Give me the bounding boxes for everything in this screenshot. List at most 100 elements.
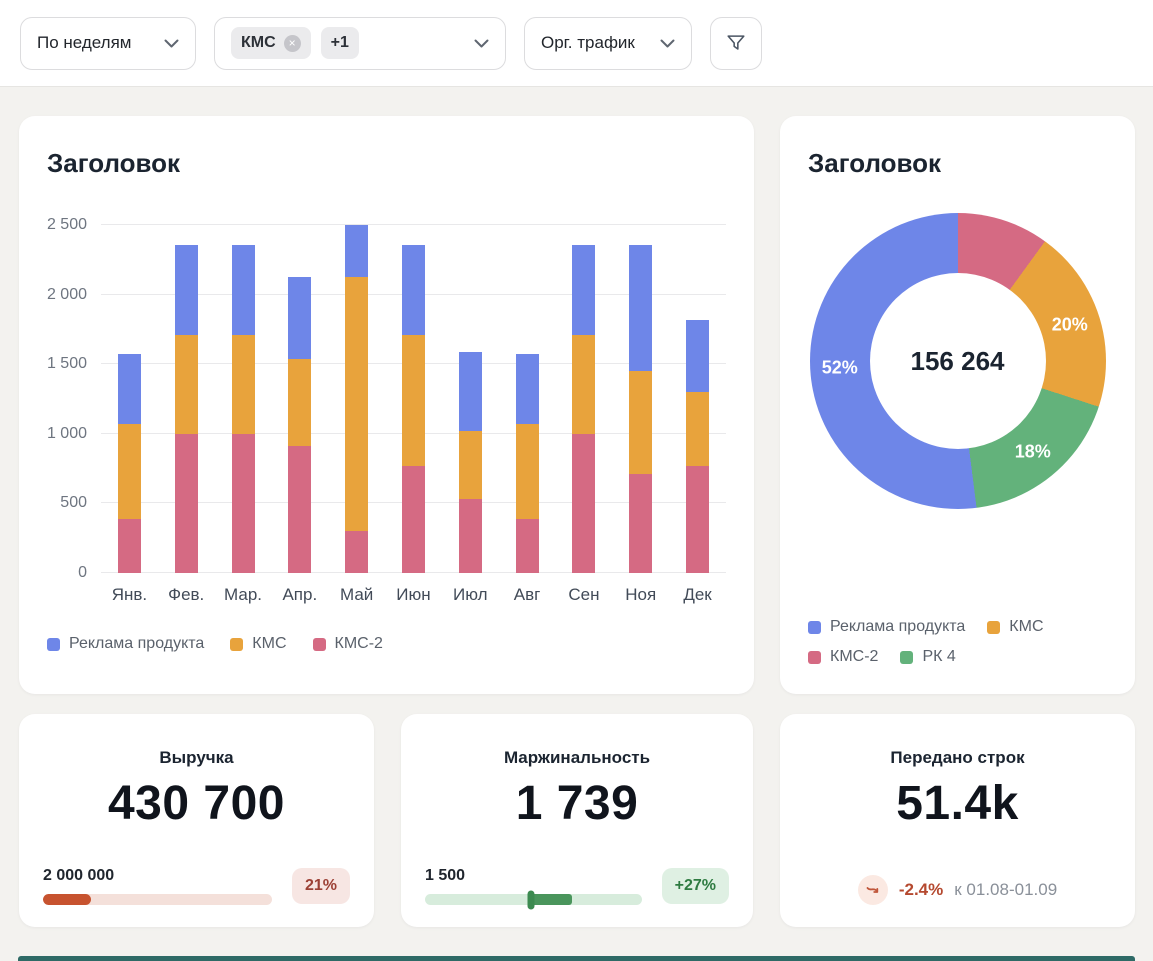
donut-legend: Реклама продукта КМС КМС-2 РК 4	[808, 618, 1107, 666]
legend-item[interactable]: КМС	[230, 635, 287, 653]
donut-slice-label: 20%	[1051, 314, 1088, 335]
donut-hole: 156 264	[869, 273, 1046, 449]
bar-segment[interactable]	[231, 433, 255, 573]
bar-segment[interactable]	[345, 225, 369, 277]
x-axis-tick-label: Янв.	[111, 585, 148, 604]
bar-segment[interactable]	[231, 334, 255, 434]
bar-segment[interactable]	[572, 334, 596, 434]
bar[interactable]	[458, 225, 482, 573]
rows-kpi-card: Передано строк 51.4k -2.4% к 01.08-01.09	[780, 714, 1135, 927]
bar-segment[interactable]	[288, 276, 312, 359]
bar-cell	[499, 225, 556, 573]
bar-cell	[385, 225, 442, 573]
bar-segment[interactable]	[174, 433, 198, 573]
campaign-chips: КМС × +1	[231, 27, 359, 59]
traffic-dropdown-value: Орг. трафик	[541, 33, 635, 52]
bar-segment[interactable]	[174, 334, 198, 434]
rows-period: к 01.08-01.09	[954, 880, 1058, 899]
bar-segment[interactable]	[117, 424, 141, 519]
legend-swatch-icon	[987, 620, 1001, 634]
remove-chip-icon[interactable]: ×	[283, 34, 301, 52]
x-axis-tick-label: Авг	[513, 585, 541, 604]
bar-cell	[556, 225, 613, 573]
legend-label: РК 4	[922, 648, 956, 665]
bar-segment[interactable]	[458, 351, 482, 432]
bar[interactable]	[572, 225, 596, 573]
bar[interactable]	[345, 225, 369, 573]
bar[interactable]	[686, 225, 710, 573]
bar-segment[interactable]	[345, 531, 369, 573]
x-axis-tick-label: Дек	[683, 585, 712, 604]
x-axis-tick-label: Сен	[568, 585, 600, 604]
bar-segment[interactable]	[515, 424, 539, 519]
legend-swatch-icon	[230, 637, 244, 651]
filter-button[interactable]	[710, 16, 762, 70]
legend-item[interactable]: РК 4	[900, 648, 956, 666]
bar[interactable]	[117, 225, 141, 573]
bar[interactable]	[174, 225, 198, 573]
legend-label: Реклама продукта	[69, 635, 205, 652]
bar-segment[interactable]	[174, 244, 198, 335]
bar[interactable]	[288, 225, 312, 573]
bar-segment[interactable]	[401, 244, 425, 335]
campaign-dropdown[interactable]: КМС × +1	[214, 16, 506, 70]
margin-title: Маржинальность	[503, 748, 651, 767]
bar[interactable]	[515, 225, 539, 573]
legend-swatch-icon	[312, 637, 326, 651]
bar-segment[interactable]	[401, 465, 425, 573]
legend-item[interactable]: КМС	[987, 618, 1044, 636]
bar-segment[interactable]	[458, 431, 482, 500]
bar-plot	[101, 224, 726, 573]
donut-slice-label: 52%	[821, 357, 858, 378]
bar-segment[interactable]	[572, 244, 596, 335]
bar-segment[interactable]	[117, 354, 141, 425]
bar-cell	[328, 225, 385, 573]
legend-label: КМС	[1009, 618, 1044, 635]
rows-title: Передано строк	[890, 748, 1025, 767]
bar-segment[interactable]	[686, 465, 710, 573]
campaign-chip: КМС ×	[231, 27, 311, 59]
bar-x-axis: Янв. Фев. Мар. Апр. Май Июн Июл Авг Сен Ноя Дек	[101, 585, 726, 605]
bar-segment[interactable]	[231, 244, 255, 335]
legend-item[interactable]: КМС-2	[808, 648, 878, 666]
y-axis-tick-label: 1 000	[46, 424, 87, 442]
traffic-dropdown[interactable]: Орг. трафик	[524, 16, 692, 70]
legend-item[interactable]: Реклама продукта	[47, 635, 204, 653]
bar-y-axis: 0 500 1 000 1 500 2 000 2 500	[46, 216, 101, 581]
chevron-down-icon	[660, 39, 675, 47]
bar-segment[interactable]	[572, 433, 596, 573]
bar-segment[interactable]	[629, 244, 653, 372]
donut-chart[interactable]: 156 264 20% 18% 52%	[809, 213, 1106, 509]
bar-segment[interactable]	[288, 358, 312, 447]
margin-slider-handle[interactable]	[527, 890, 535, 909]
bar-segment[interactable]	[515, 354, 539, 425]
chevron-down-icon	[164, 39, 179, 47]
bar-cell	[612, 225, 669, 573]
bar-segment[interactable]	[515, 518, 539, 573]
revenue-title: Выручка	[159, 748, 234, 767]
bar-segment[interactable]	[629, 474, 653, 573]
bar-chart: 0 500 1 000 1 500 2 000 2 500 Янв. Фев. Мар. Апр…	[46, 216, 726, 605]
legend-item[interactable]: КМС-2	[312, 635, 383, 653]
bar-segment[interactable]	[401, 334, 425, 466]
bar-segment[interactable]	[458, 499, 482, 573]
x-axis-tick-label: Июн	[396, 585, 431, 604]
revenue-progress-track	[43, 894, 272, 905]
bar-segment[interactable]	[345, 276, 369, 532]
margin-value: 1 739	[515, 777, 639, 830]
bar-cells	[101, 225, 726, 573]
bar[interactable]	[629, 225, 653, 573]
bar-segment[interactable]	[686, 392, 710, 466]
period-dropdown[interactable]: По неделям	[20, 16, 196, 70]
legend-swatch-icon	[808, 650, 821, 664]
bar-cell	[158, 225, 215, 573]
y-axis-tick-label: 500	[60, 494, 87, 512]
toolbar: По неделям КМС × +1 Орг. трафик	[0, 0, 1153, 86]
bar-segment[interactable]	[117, 518, 141, 573]
bar-segment[interactable]	[288, 446, 312, 573]
bar-segment[interactable]	[686, 319, 710, 393]
bar-segment[interactable]	[629, 371, 653, 475]
legend-item[interactable]: Реклама продукта	[808, 618, 965, 636]
bar[interactable]	[401, 225, 425, 573]
bar[interactable]	[231, 225, 255, 573]
